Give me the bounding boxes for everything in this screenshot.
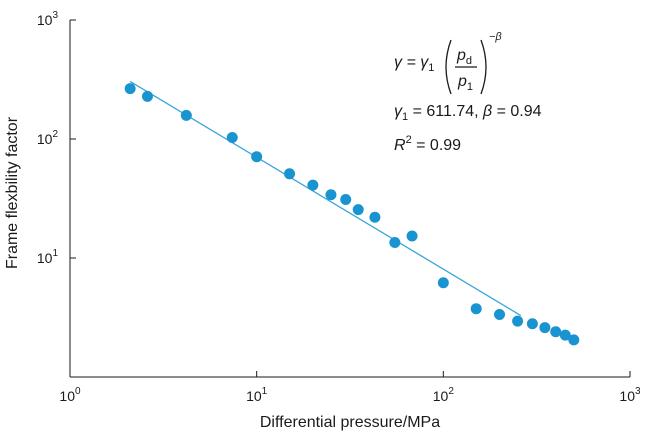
- left-paren: [445, 39, 452, 95]
- fit-line: [129, 80, 522, 317]
- fraction-numerator: pd: [456, 47, 472, 67]
- x-ticks: 100 101 102 103: [59, 371, 641, 404]
- fit-layer: [129, 80, 522, 317]
- data-point: [539, 322, 551, 334]
- data-point: [284, 168, 296, 180]
- data-point: [437, 277, 449, 289]
- data-point: [141, 90, 153, 102]
- data-point: [512, 315, 524, 327]
- r-symbol: R: [394, 137, 406, 154]
- data-point: [568, 334, 580, 346]
- equation-lhs-text: γ = γ: [394, 54, 429, 71]
- y-tick-label: 102: [37, 129, 59, 147]
- data-point: [526, 318, 538, 330]
- points-layer: [124, 83, 580, 346]
- equation-gamma-sub: 1: [428, 62, 434, 74]
- data-point: [226, 131, 238, 143]
- numerator-sub: d: [466, 55, 472, 67]
- data-point: [340, 194, 352, 206]
- param-gamma-sub: 1: [402, 111, 408, 123]
- right-paren: [480, 39, 487, 95]
- fraction-denominator: p1: [457, 73, 473, 93]
- param-gamma-value: = 611.74,: [408, 103, 483, 120]
- data-point: [559, 329, 571, 341]
- data-point: [180, 109, 192, 121]
- r-squared-line: R2 = 0.99: [394, 134, 461, 154]
- x-tick-label: 102: [433, 386, 455, 404]
- data-point: [325, 189, 337, 201]
- x-tick-label: 101: [246, 386, 268, 404]
- data-point: [550, 326, 562, 338]
- equation-lhs: γ = γ1: [394, 54, 434, 74]
- data-point: [470, 303, 482, 315]
- data-point: [307, 179, 319, 191]
- x-axis-title: Differential pressure/MPa: [260, 414, 440, 431]
- equation-exponent: −β: [489, 31, 502, 43]
- denominator-sub: 1: [467, 81, 473, 93]
- x-tick-label: 103: [619, 386, 641, 404]
- r-squared-value: = 0.99: [412, 137, 461, 154]
- fit-params-line: γ1 = 611.74, β = 0.94: [394, 103, 542, 123]
- y-tick-label: 103: [37, 10, 59, 28]
- data-point: [251, 151, 263, 163]
- numerator-var: p: [456, 47, 466, 64]
- data-point: [124, 83, 136, 95]
- data-point: [352, 204, 364, 216]
- y-ticks: 101 102 103: [37, 10, 76, 266]
- denominator-var: p: [457, 73, 467, 90]
- data-point: [389, 236, 401, 248]
- param-gamma: γ: [394, 103, 403, 120]
- data-point: [494, 309, 506, 321]
- y-axis-title: Frame flexbility factor: [4, 116, 21, 269]
- r-superscript: 2: [406, 134, 412, 146]
- data-point: [406, 230, 418, 242]
- data-point: [369, 211, 381, 223]
- x-tick-label: 100: [59, 386, 81, 404]
- axes: [69, 20, 630, 378]
- y-tick-label: 101: [37, 248, 59, 266]
- param-beta: β: [482, 103, 492, 120]
- fit-equation-annotation: γ = γ1 pd p1 −β γ1 = 611.74, β = 0.94 R2…: [394, 31, 542, 154]
- param-beta-value: = 0.94: [492, 103, 541, 120]
